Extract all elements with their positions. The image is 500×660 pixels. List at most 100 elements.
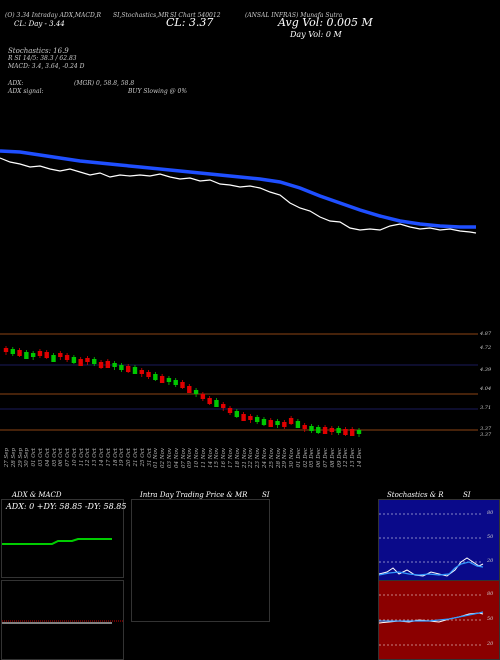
adx-panel-values: ADX: 0 +DY: 58.85 -DY: 58.85 [6,502,127,511]
date-label: 31 Oct [146,448,153,467]
rsi-level-label: 50 [487,616,494,622]
candle-body [159,376,165,383]
date-label: 18 Oct [112,448,119,467]
candle-body [139,370,144,374]
date-label: 13 Dec [350,448,357,468]
date-label: 12 Oct [85,448,92,467]
date-label: 20 Oct [126,448,133,467]
date-label: 07 Dec [323,448,330,468]
candle-body [227,408,233,413]
date-label: 30 Nov [289,448,296,468]
date-label: 11 Oct [78,448,85,467]
candlestick-chart [0,333,478,437]
adx-panel: ADX: 0 +DY: 58.85 -DY: 58.85 [1,499,127,578]
candle-body [17,350,22,356]
rsi-smooth-line [379,611,484,622]
candle-body [98,362,104,368]
date-label: 03 Nov [166,448,173,468]
candle-body [193,390,199,394]
date-label: 27 Sep [4,448,10,468]
date-label: 07 Oct [65,448,72,467]
buy-signal: BUY Slowing @ 0% [128,88,188,95]
candle-body [92,359,97,364]
date-label: 05 Oct [51,448,58,467]
candle-body [309,426,314,431]
date-label: 13 Oct [92,448,99,467]
ma-chart [0,149,477,234]
candle-body [153,374,158,380]
price-level-label: 3.37 [480,432,492,438]
candle-body [241,414,246,421]
candle-body [78,359,83,366]
candle-body [166,378,172,382]
date-label: 02 Dec [302,448,309,468]
candle-body [125,366,131,372]
macd-panel [1,580,124,660]
candle-body [336,428,341,433]
stochastics-chart [379,513,484,577]
date-label: 08 Dec [329,448,336,468]
stoch-panel-si: SI [463,491,471,499]
adx-signal-label: ADX signal: [8,88,44,95]
date-label: 05 Dec [309,448,316,468]
date-label: 28 Nov [275,448,282,468]
date-label: 22 Nov [248,448,255,468]
date-label: 01 Oct [31,448,38,467]
intraday-panel [131,499,270,622]
date-label: 25 Oct [139,448,146,467]
date-label: 10 Nov [194,448,201,468]
candle-body [37,351,43,356]
candle-body [105,361,111,368]
candle-body [146,372,151,377]
date-label: 16 Nov [221,448,228,468]
candle-body [350,429,355,436]
date-label: 28 Sep [10,448,17,468]
price-line [0,157,477,234]
candle-body [10,349,15,354]
candle-body [30,353,36,357]
rsi-level-label: 80 [487,591,494,597]
date-label: 06 Oct [58,448,65,467]
date-label: 01 Nov [153,448,160,468]
candle-body [234,411,240,417]
date-label: 21 Oct [132,448,139,467]
date-label: 29 Nov [282,448,289,468]
candle-body [268,420,273,427]
candle-body [44,352,49,358]
candle-body [51,355,56,362]
date-label: 17 Oct [105,448,112,467]
candle-body [295,421,301,428]
date-label: 30 Sep [24,448,31,468]
header-title-mid2: SI Chart 540012 [170,12,221,19]
header-title-mid: SI,Stochastics,MR [113,12,169,19]
header-avg-vol: Avg Vol: 0.005 M [278,16,373,29]
date-label: 04 Nov [173,448,180,468]
date-label: 06 Dec [316,448,323,468]
date-label: 18 Nov [234,448,241,468]
candle-body [71,357,77,363]
price-level-label: 4.04 [480,386,492,392]
date-label: 11 Nov [200,448,207,468]
date-label: 23 Nov [255,448,262,468]
candle-body [343,429,348,435]
candle-body [288,418,294,424]
date-label: 09 Dec [336,448,343,468]
candle-body [24,352,29,359]
stochastics-panel: 80 50 20 [378,499,500,581]
date-label: 03 Oct [37,448,44,467]
date-label: 19 Oct [119,448,126,467]
candle-body [180,382,185,388]
candle-body [322,427,328,434]
stoch-level-label: 20 [487,558,494,564]
date-label: 01 Dec [295,448,302,468]
header-day-vol: Day Vol: 0 M [290,30,342,39]
candle-body [329,428,335,432]
stoch-panel-title: Stochastics & R [387,491,444,499]
stoch-d-line [379,561,484,576]
price-level-label: 4.39 [480,367,492,373]
date-label: 17 Nov [228,448,235,468]
candle-body [356,430,362,434]
macd-chart [2,620,123,624]
price-level-label: 4.87 [480,331,492,337]
rsi-chart [379,594,484,646]
